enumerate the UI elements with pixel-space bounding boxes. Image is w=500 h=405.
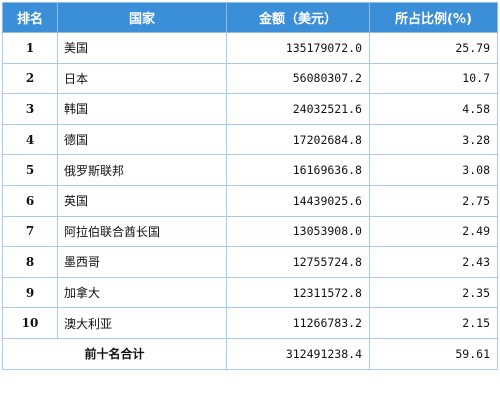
- total-row: 前十名合计 312491238.4 59.61: [2, 337, 498, 370]
- table-body: 1 美国 135179072.0 25.79 2 日本 56080307.2 1…: [2, 32, 498, 370]
- amount-cell: 16169636.8: [226, 154, 370, 186]
- percent-cell: 2.15: [369, 307, 498, 339]
- percent-cell: 2.75: [369, 184, 498, 217]
- rank-cell: 4: [2, 123, 58, 156]
- header-amount: 金额（美元）: [226, 2, 370, 33]
- amount-cell: 12755724.8: [226, 246, 370, 278]
- amount-cell: 11266783.2: [226, 307, 370, 339]
- rank-cell: 8: [2, 246, 58, 278]
- rank-cell: 7: [2, 215, 58, 248]
- percent-cell: 25.79: [369, 32, 498, 64]
- rank-cell: 5: [2, 154, 58, 186]
- table-row: 3 韩国 24032521.6 4.58: [2, 93, 498, 125]
- rank-cell: 2: [2, 62, 58, 95]
- rank-cell: 3: [2, 93, 58, 125]
- header-country: 国家: [57, 2, 227, 33]
- rank-cell: 9: [2, 276, 58, 309]
- header-percent: 所占比例(%): [369, 2, 498, 33]
- country-cell: 阿拉伯联合酋长国: [57, 215, 227, 248]
- amount-cell: 12311572.8: [226, 276, 370, 309]
- percent-cell: 3.08: [369, 154, 498, 186]
- amount-cell: 135179072.0: [226, 32, 370, 64]
- table-row: 4 德国 17202684.8 3.28: [2, 123, 498, 156]
- table-row: 10 澳大利亚 11266783.2 2.15: [2, 307, 498, 339]
- table-row: 9 加拿大 12311572.8 2.35: [2, 276, 498, 309]
- percent-cell: 2.49: [369, 215, 498, 248]
- ranking-table: 排名 国家 金额（美元） 所占比例(%) 1 美国 135179072.0 25…: [2, 2, 498, 370]
- country-cell: 澳大利亚: [57, 307, 227, 339]
- header-row: 排名 国家 金额（美元） 所占比例(%): [2, 2, 498, 33]
- table-row: 8 墨西哥 12755724.8 2.43: [2, 246, 498, 278]
- total-amount: 312491238.4: [226, 337, 370, 370]
- country-cell: 德国: [57, 123, 227, 156]
- country-cell: 加拿大: [57, 276, 227, 309]
- amount-cell: 17202684.8: [226, 123, 370, 156]
- rank-cell: 6: [2, 184, 58, 217]
- table-row: 1 美国 135179072.0 25.79: [2, 32, 498, 64]
- percent-cell: 10.7: [369, 62, 498, 95]
- amount-cell: 14439025.6: [226, 184, 370, 217]
- country-cell: 俄罗斯联邦: [57, 154, 227, 186]
- country-cell: 英国: [57, 184, 227, 217]
- total-percent: 59.61: [369, 337, 498, 370]
- table-row: 5 俄罗斯联邦 16169636.8 3.08: [2, 154, 498, 186]
- rank-cell: 1: [2, 32, 58, 64]
- percent-cell: 4.58: [369, 93, 498, 125]
- table-row: 6 英国 14439025.6 2.75: [2, 184, 498, 217]
- percent-cell: 2.35: [369, 276, 498, 309]
- amount-cell: 24032521.6: [226, 93, 370, 125]
- header-rank: 排名: [2, 2, 58, 33]
- amount-cell: 13053908.0: [226, 215, 370, 248]
- amount-cell: 56080307.2: [226, 62, 370, 95]
- rank-cell: 10: [2, 307, 58, 339]
- country-cell: 美国: [57, 32, 227, 64]
- country-cell: 韩国: [57, 93, 227, 125]
- country-cell: 日本: [57, 62, 227, 95]
- country-cell: 墨西哥: [57, 246, 227, 278]
- percent-cell: 3.28: [369, 123, 498, 156]
- table-header: 排名 国家 金额（美元） 所占比例(%): [2, 2, 498, 33]
- total-label: 前十名合计: [2, 337, 227, 370]
- table-row: 2 日本 56080307.2 10.7: [2, 62, 498, 95]
- percent-cell: 2.43: [369, 246, 498, 278]
- table-row: 7 阿拉伯联合酋长国 13053908.0 2.49: [2, 215, 498, 248]
